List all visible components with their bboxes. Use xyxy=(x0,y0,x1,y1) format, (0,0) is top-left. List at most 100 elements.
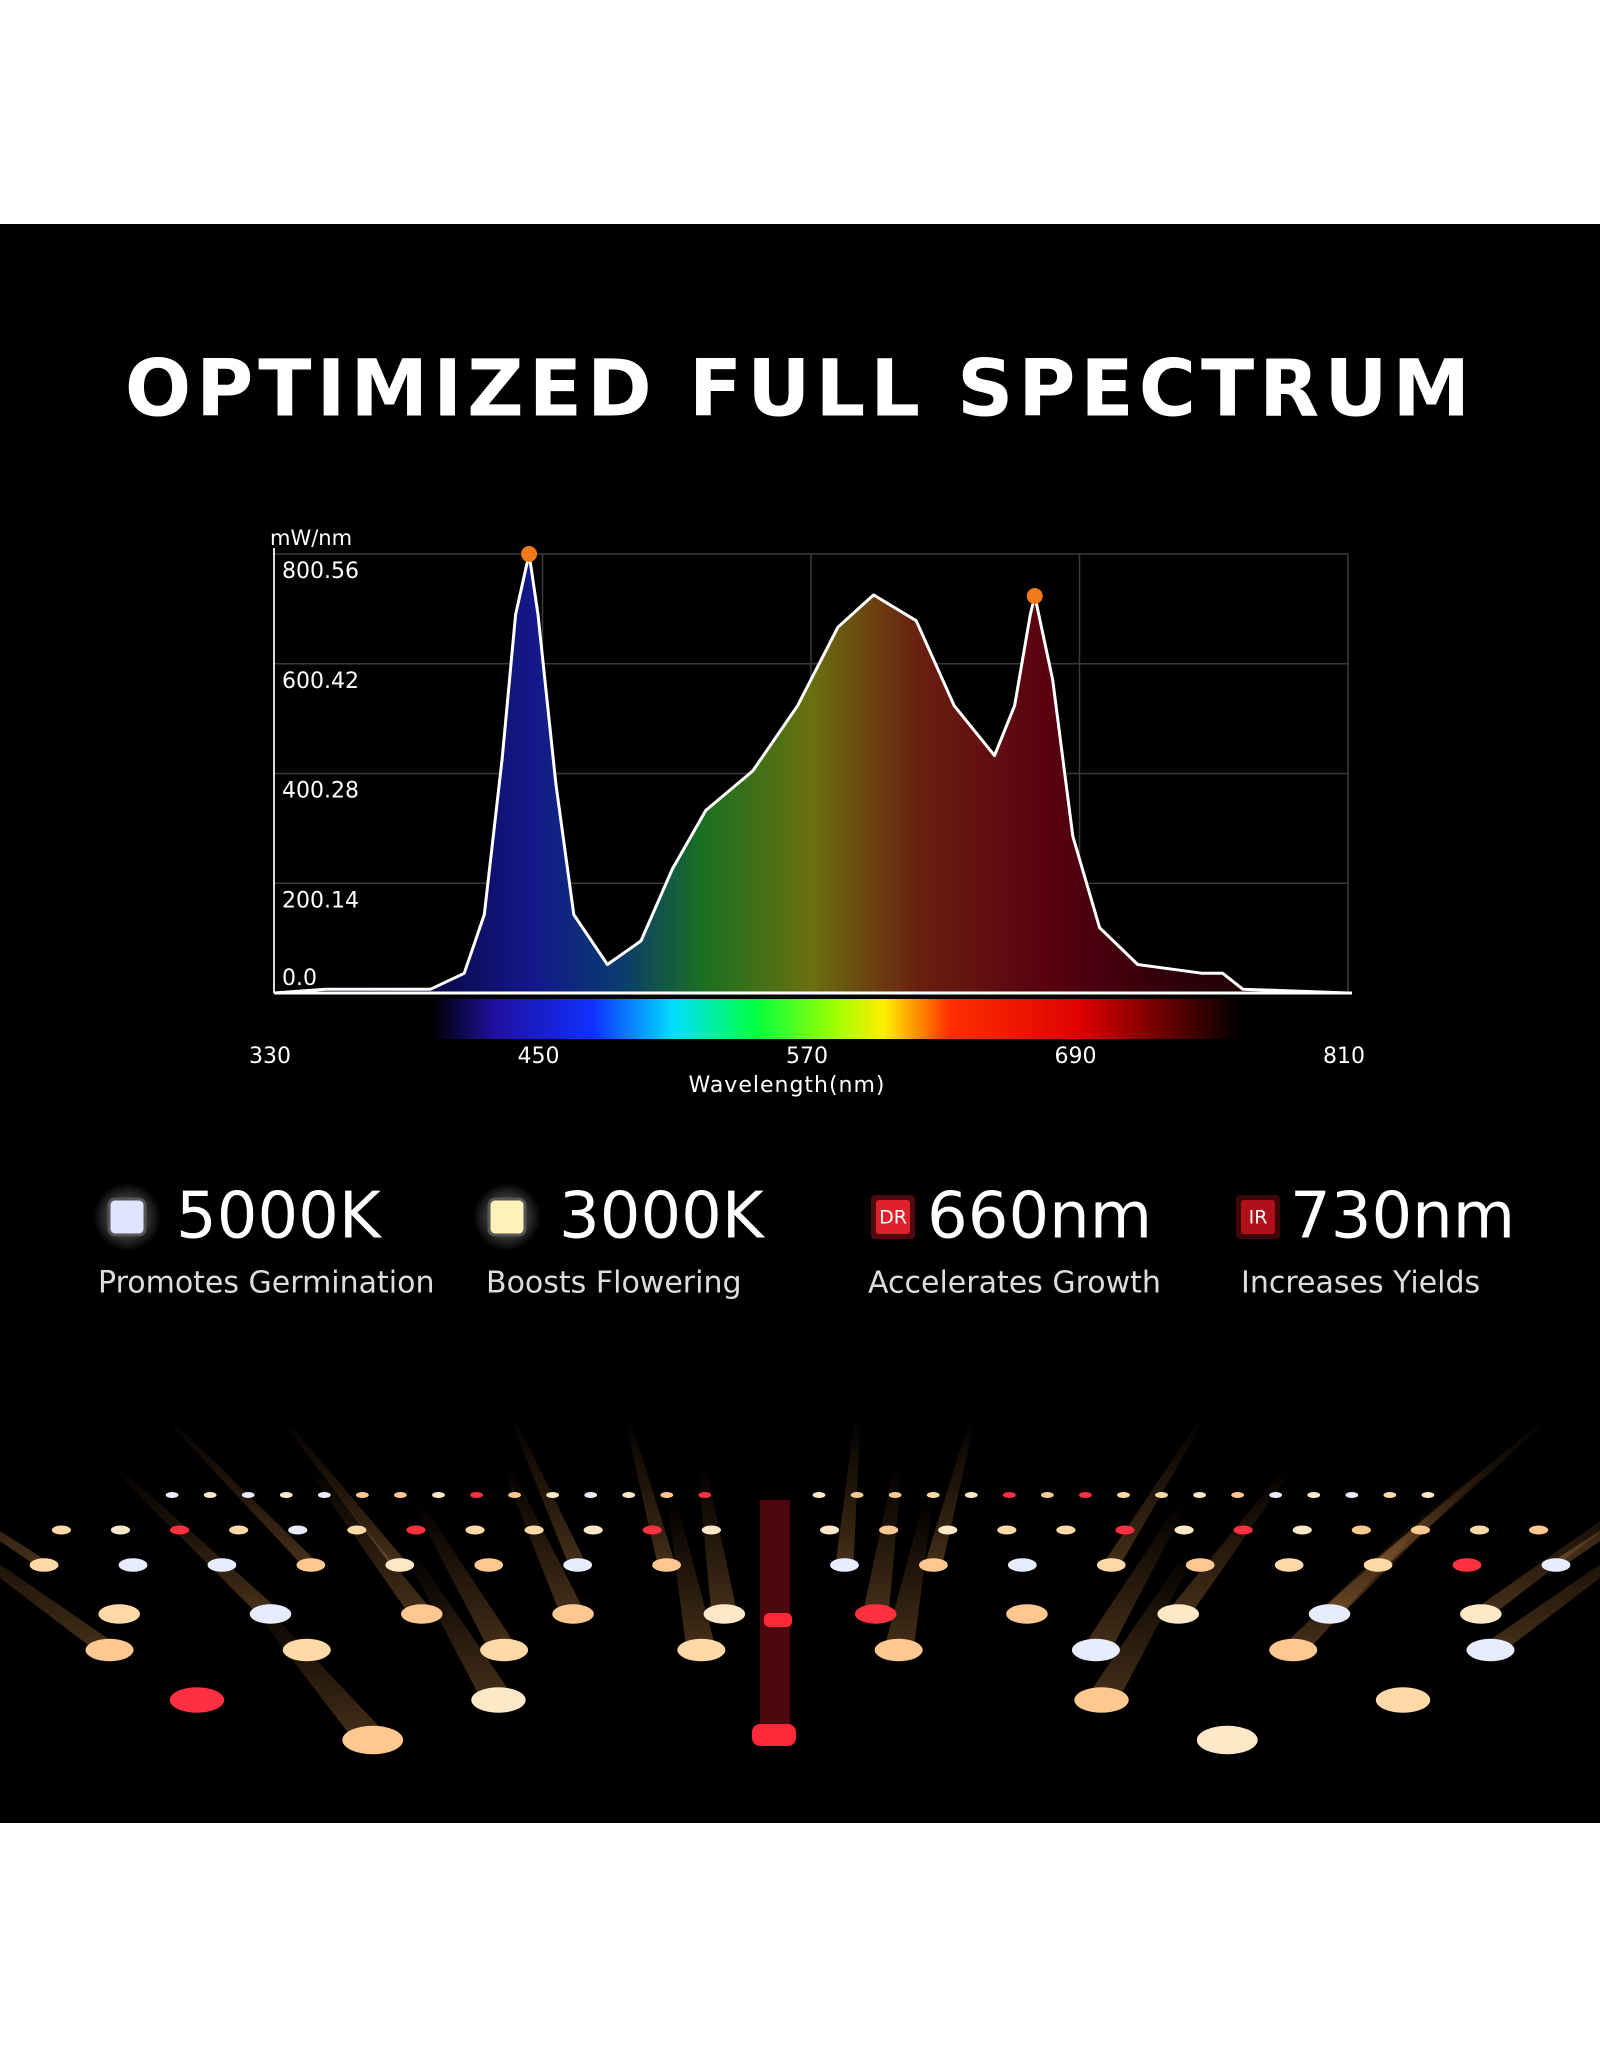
light-beam xyxy=(238,1590,392,1740)
light-spot xyxy=(296,1558,326,1572)
light-spot xyxy=(342,1725,404,1755)
badge-label: DR xyxy=(879,1207,907,1229)
light-beam xyxy=(508,1415,587,1565)
x-axis-label: Wavelength(nm) xyxy=(688,1073,885,1098)
light-spot xyxy=(701,1525,721,1535)
light-spot xyxy=(288,1525,308,1535)
light-spot xyxy=(850,1492,864,1498)
light-spot xyxy=(1269,1638,1318,1662)
light-spot xyxy=(1079,1492,1092,1498)
light-spot xyxy=(1274,1558,1304,1572)
light-spot xyxy=(110,1525,131,1535)
title: OPTIMIZED FULL SPECTRUM xyxy=(125,344,1475,434)
feature-heading: 5000K xyxy=(176,1180,383,1254)
light-spot xyxy=(964,1492,978,1498)
light-spot xyxy=(1292,1525,1312,1535)
light-spot xyxy=(677,1638,726,1662)
light-spot xyxy=(432,1492,445,1498)
light-spot xyxy=(879,1525,899,1535)
light-spot xyxy=(465,1525,485,1535)
icon xyxy=(107,1197,147,1237)
x-tick-label: 690 xyxy=(1055,1044,1097,1069)
light-beam xyxy=(1165,1464,1296,1614)
x-tick-label: 810 xyxy=(1323,1044,1365,1069)
light-spot xyxy=(165,1492,179,1498)
light-spot xyxy=(207,1558,237,1572)
light-spot xyxy=(1345,1492,1359,1498)
bottom-margin xyxy=(0,1823,1600,2048)
light-spot xyxy=(480,1638,529,1662)
light-beam xyxy=(277,1415,409,1565)
light-spot xyxy=(888,1492,902,1498)
light-spot xyxy=(919,1558,948,1572)
light-spot xyxy=(1155,1492,1168,1498)
light-spot xyxy=(241,1492,255,1498)
light-spot xyxy=(1231,1492,1245,1498)
light-beam xyxy=(862,1464,903,1614)
features: 5000K Promotes Germination 3000K Boosts Flo… xyxy=(93,1180,1515,1301)
light-spot xyxy=(1383,1492,1397,1498)
light-beam xyxy=(1546,1530,1600,1565)
light-spot xyxy=(355,1492,369,1498)
light-spot xyxy=(85,1638,134,1662)
light-beam xyxy=(1080,1500,1190,1650)
light-spot xyxy=(830,1558,859,1572)
light-spot xyxy=(471,1687,526,1713)
chart: 0.0 200.14 400.28 600.42 800.56 330 450 570 690 8… xyxy=(249,526,1365,1098)
light-spot xyxy=(552,1604,594,1624)
red-spot xyxy=(752,1724,796,1746)
light-beam xyxy=(161,1415,320,1565)
red-spot xyxy=(764,1613,792,1627)
light-spot xyxy=(997,1525,1017,1535)
light-spot xyxy=(1157,1604,1200,1624)
light-spot xyxy=(470,1492,483,1498)
icon xyxy=(487,1197,527,1237)
light-spot xyxy=(1056,1525,1076,1535)
x-tick-label: 570 xyxy=(786,1044,828,1069)
light-spot xyxy=(1074,1687,1129,1713)
light-spot xyxy=(583,1525,603,1535)
badge-label: IR xyxy=(1249,1207,1268,1229)
light-spot xyxy=(1421,1492,1435,1498)
light-spot xyxy=(1410,1525,1431,1535)
y-tick-label: 600.42 xyxy=(282,669,359,694)
light-spot xyxy=(51,1525,71,1535)
light-beam xyxy=(304,1464,435,1614)
light-spot xyxy=(622,1492,636,1498)
light-spot xyxy=(1269,1492,1283,1498)
light-spot xyxy=(1115,1525,1135,1535)
light-beam xyxy=(0,1564,125,1650)
light-spot xyxy=(347,1525,367,1535)
light-spot xyxy=(1040,1492,1054,1498)
light-spot xyxy=(1460,1604,1502,1624)
light-spot xyxy=(1007,1558,1037,1572)
light-spot xyxy=(812,1492,826,1498)
light-spot xyxy=(406,1525,426,1535)
badge xyxy=(1241,1200,1275,1234)
peak-marker xyxy=(521,546,538,562)
light-spot xyxy=(854,1604,897,1624)
spectrum-line xyxy=(273,552,1349,995)
light-spot xyxy=(819,1525,840,1535)
light-spot xyxy=(546,1492,560,1498)
light-spot xyxy=(1541,1558,1571,1572)
feature-text: Accelerates Growth xyxy=(868,1266,1161,1301)
light-beam xyxy=(0,1530,54,1565)
light-spot xyxy=(1193,1492,1206,1498)
light-spot xyxy=(118,1558,148,1572)
light-beam xyxy=(402,1550,516,1700)
light-spot xyxy=(229,1525,249,1535)
light-beam xyxy=(107,1464,284,1614)
light-spot xyxy=(1174,1525,1194,1535)
y-axis-label: mW/nm xyxy=(270,526,352,550)
badge xyxy=(876,1200,910,1234)
light-spot xyxy=(1308,1604,1351,1624)
lights xyxy=(0,1415,1600,1755)
light-beam xyxy=(1084,1550,1198,1700)
light-spot xyxy=(1071,1638,1120,1662)
x-tick-label: 330 xyxy=(249,1044,291,1069)
light-spot xyxy=(1233,1525,1253,1535)
feature-text: Boosts Flowering xyxy=(486,1266,742,1301)
light-spot xyxy=(474,1558,504,1572)
